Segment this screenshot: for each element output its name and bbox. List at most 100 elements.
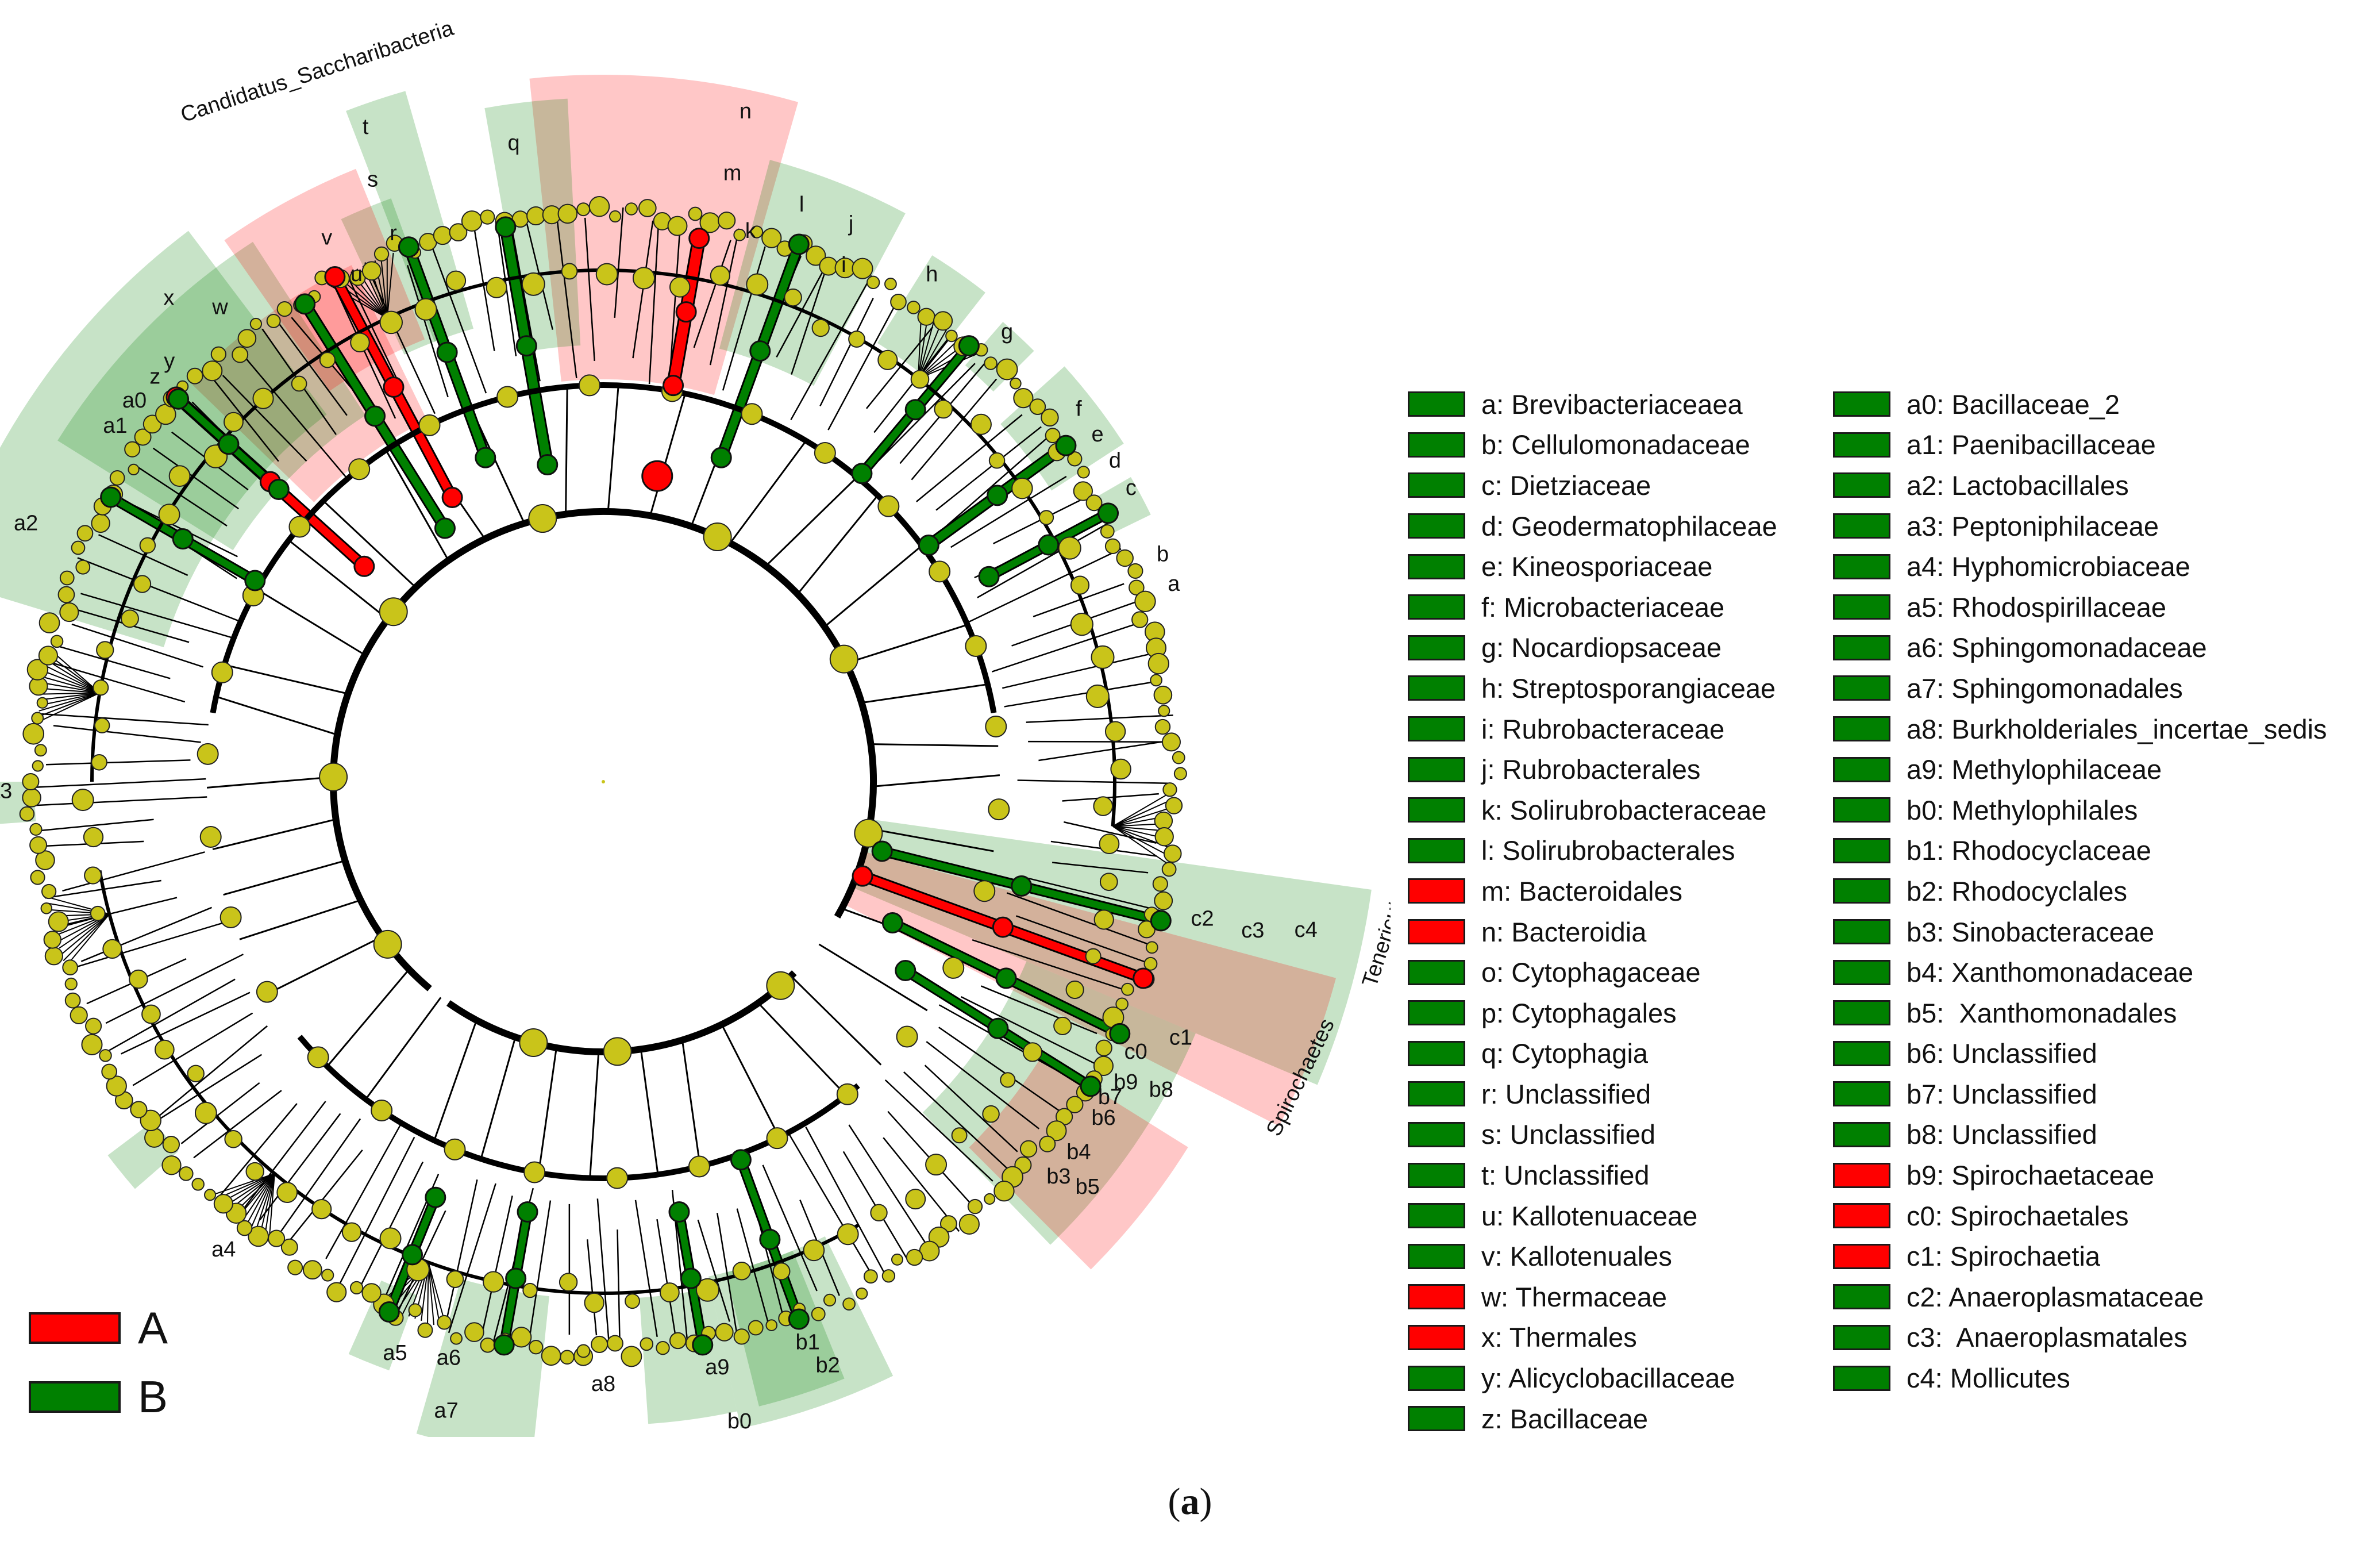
class-node <box>528 504 557 533</box>
family-node <box>632 267 656 290</box>
taxon-key-text: v: Kallotenuales <box>1481 1241 1672 1272</box>
taxon-key-right: a0: Bacillaceae_2 a1: Paenibacillaceae a2:… <box>1833 384 2327 1398</box>
significant-node <box>788 233 810 255</box>
leaf-node <box>91 513 110 533</box>
significant-node <box>1150 910 1172 932</box>
tree-edge <box>697 1219 730 1322</box>
class-node <box>854 818 883 848</box>
leaf-node <box>669 1332 687 1350</box>
family-node <box>83 827 104 848</box>
leaf-node <box>541 1346 561 1366</box>
family-node <box>129 969 148 989</box>
leaf-node <box>50 635 64 648</box>
tree-edge <box>589 1051 600 1178</box>
significant-node <box>918 535 939 556</box>
tree-edge <box>480 1196 513 1339</box>
tree-edge <box>693 240 731 348</box>
significant-node <box>1133 967 1154 989</box>
clade-code-label: a <box>1168 572 1180 596</box>
tree-edge <box>152 447 239 510</box>
tree-edge <box>246 1173 275 1225</box>
family-node <box>139 537 156 554</box>
family-node <box>84 866 102 885</box>
taxon-key-swatch <box>1833 756 1890 782</box>
tree-edge <box>1112 791 1173 827</box>
order-node <box>988 798 1010 821</box>
clade-code-label: j <box>848 212 853 236</box>
tree-edge <box>245 358 347 478</box>
tree-edge <box>634 1200 658 1338</box>
taxon-key-row: d: Geodermatophilaceae <box>1408 506 1777 547</box>
leaf-node <box>124 441 141 458</box>
leaf-node <box>266 313 281 328</box>
tree-edge <box>1112 825 1167 864</box>
leaf-node <box>1154 718 1171 735</box>
taxon-key-swatch <box>1833 878 1890 904</box>
taxon-key-swatch <box>1408 1406 1465 1432</box>
taxon-key-text: c1: Spirochaetia <box>1907 1241 2101 1272</box>
leaf-node <box>866 275 880 290</box>
leaf-node <box>1154 891 1173 910</box>
family-node <box>341 1222 362 1242</box>
taxon-key-row: b6: Unclassified <box>1833 1033 2327 1074</box>
taxon-key-swatch <box>1833 1365 1890 1391</box>
clade-code-label: b9 <box>1114 1070 1138 1094</box>
taxon-key-row: y: Alicyclobacillaceae <box>1408 1358 1777 1398</box>
tree-edge <box>939 429 1057 532</box>
order-node <box>896 1025 918 1048</box>
family-node <box>93 679 109 696</box>
taxon-key-swatch <box>1833 391 1890 417</box>
taxon-key-text: n: Bacteroidia <box>1481 916 1647 947</box>
tree-edge <box>722 246 766 391</box>
taxon-key-row: c1: Spirochaetia <box>1833 1236 2327 1277</box>
leaf-node <box>1073 481 1093 501</box>
group-legend-b: B <box>29 1362 168 1431</box>
family-node <box>837 1223 859 1246</box>
order-node <box>256 981 278 1003</box>
leaf-node <box>688 206 703 221</box>
significant-node <box>402 1244 423 1266</box>
significant-node <box>788 1308 810 1330</box>
leaf-node <box>1150 674 1162 687</box>
leaf-node <box>140 1109 161 1132</box>
tree-edge <box>528 1200 552 1340</box>
tree-edge <box>556 218 577 379</box>
tree-edge <box>433 1020 477 1141</box>
tree-edge <box>805 1127 885 1273</box>
clade-highlight <box>965 322 1034 392</box>
clade-code-label: k <box>745 219 757 243</box>
family-node <box>1085 684 1110 708</box>
leaf-node <box>560 1350 575 1365</box>
leaf-node <box>204 1189 217 1201</box>
tree-edge <box>77 557 240 622</box>
taxon-key-swatch <box>1833 837 1890 863</box>
leaf-node <box>945 329 958 343</box>
leaf-node <box>526 206 546 226</box>
clade-code-label: c3 <box>1241 919 1264 943</box>
family-node <box>784 288 802 307</box>
family-node <box>521 272 545 296</box>
clade-code-label: s <box>367 167 378 191</box>
family-node <box>1065 980 1084 1000</box>
family-node <box>1091 645 1115 669</box>
taxon-key-text: e: Kineosporiaceae <box>1481 551 1713 582</box>
leaf-node <box>161 1155 182 1175</box>
tree-edge <box>386 252 394 318</box>
family-node <box>595 263 618 286</box>
leaf-node <box>733 1328 750 1345</box>
taxon-key-text: h: Streptosporangiaceae <box>1481 672 1776 704</box>
taxon-key-swatch <box>1408 391 1465 417</box>
leaf-node <box>40 902 53 914</box>
leaf-node <box>638 199 657 217</box>
taxon-key-row: a: Brevibacteriaceaea <box>1408 384 1777 425</box>
family-node <box>625 1293 640 1309</box>
significant-node <box>881 912 903 933</box>
group-legend-a: A <box>29 1293 168 1362</box>
taxon-key-text: c: Dietziaceae <box>1481 470 1651 501</box>
tree-edge <box>480 1036 517 1159</box>
family-node <box>910 370 930 389</box>
tree-edge <box>80 593 233 639</box>
taxon-key-row: m: Bacteroidales <box>1408 871 1777 912</box>
family-node <box>746 273 769 296</box>
tree-edge <box>681 1040 701 1167</box>
